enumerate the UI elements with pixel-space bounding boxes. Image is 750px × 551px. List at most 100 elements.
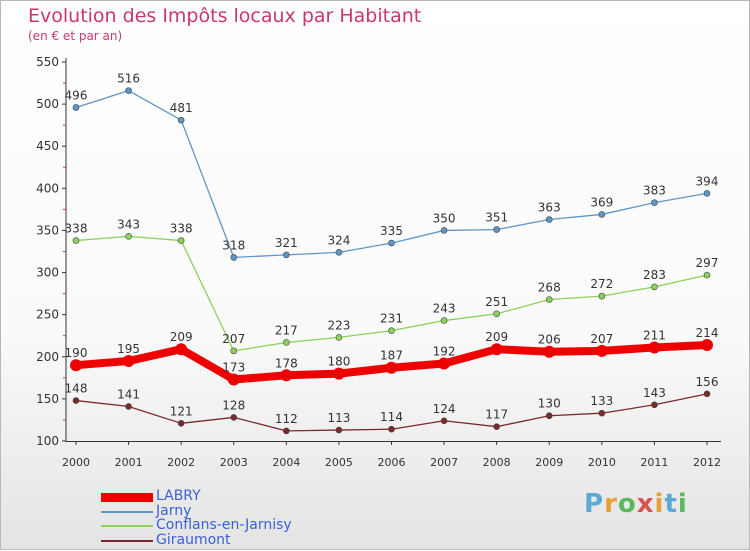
legend-swatch xyxy=(101,492,153,502)
data-point xyxy=(703,271,711,279)
data-point xyxy=(72,397,80,404)
x-tick-label: 2006 xyxy=(378,456,406,469)
data-point xyxy=(388,327,395,334)
data-point xyxy=(703,390,711,398)
x-tick-label: 2001 xyxy=(115,456,143,469)
data-point xyxy=(385,361,398,374)
y-tick-label: 500 xyxy=(36,97,59,111)
data-label: 206 xyxy=(538,333,561,347)
data-point xyxy=(177,237,185,244)
data-label: 324 xyxy=(327,233,350,247)
x-tick-label: 2000 xyxy=(62,456,90,469)
data-label: 148 xyxy=(65,382,88,396)
data-point xyxy=(227,373,240,386)
data-point xyxy=(543,345,556,358)
data-label: 121 xyxy=(170,404,193,418)
data-label: 130 xyxy=(538,397,561,411)
data-point xyxy=(177,420,185,427)
data-label: 133 xyxy=(590,394,613,408)
x-tick-label: 2010 xyxy=(588,456,616,469)
data-label: 231 xyxy=(380,312,403,326)
data-point xyxy=(493,310,500,318)
data-point xyxy=(283,339,290,346)
legend-label: LABRY xyxy=(156,488,201,504)
data-label: 363 xyxy=(538,200,561,214)
data-point xyxy=(545,412,553,420)
logo-letter: o xyxy=(617,489,637,519)
data-point xyxy=(332,367,345,380)
logo-letter: r xyxy=(604,489,618,519)
data-label: 297 xyxy=(696,256,719,270)
logo-letter: i xyxy=(654,489,665,519)
data-point xyxy=(493,423,500,430)
data-point xyxy=(651,199,658,206)
data-point xyxy=(598,211,606,218)
data-label: 350 xyxy=(433,211,456,225)
data-point xyxy=(72,104,80,111)
data-label: 113 xyxy=(327,411,350,425)
data-label: 369 xyxy=(590,195,613,209)
legend-swatch xyxy=(101,540,153,542)
legend-label: Giraumont xyxy=(156,532,231,548)
data-label: 207 xyxy=(590,332,613,346)
data-label: 207 xyxy=(222,332,245,346)
data-label: 243 xyxy=(433,302,456,316)
data-label: 173 xyxy=(222,361,245,375)
data-label: 351 xyxy=(485,211,508,225)
x-tick-label: 2007 xyxy=(430,456,458,469)
data-point xyxy=(648,341,661,354)
data-point xyxy=(335,334,343,341)
data-point xyxy=(440,227,448,234)
data-point xyxy=(230,347,238,355)
y-tick-label: 250 xyxy=(36,308,59,322)
data-label: 214 xyxy=(696,326,719,340)
x-tick-label: 2009 xyxy=(535,456,563,469)
data-point xyxy=(440,317,448,324)
data-label: 112 xyxy=(275,412,298,426)
data-label: 496 xyxy=(65,88,88,102)
x-tick-label: 2003 xyxy=(220,456,248,469)
data-point xyxy=(283,251,290,259)
logo-letter: P xyxy=(584,489,605,519)
legend-swatch xyxy=(101,525,153,527)
data-point xyxy=(545,296,553,303)
data-label: 192 xyxy=(433,345,456,359)
y-tick-label: 100 xyxy=(36,434,59,448)
data-label: 338 xyxy=(65,222,88,236)
chart-title: Evolution des Impôts locaux par Habitant xyxy=(28,5,422,27)
data-label: 318 xyxy=(222,238,245,252)
data-point xyxy=(70,359,82,372)
proxiti-logo: Proxiti xyxy=(584,489,688,519)
data-point xyxy=(598,292,606,300)
y-tick-label: 300 xyxy=(36,266,59,280)
data-label: 335 xyxy=(380,224,403,238)
data-point xyxy=(490,343,503,356)
data-label: 283 xyxy=(643,268,666,282)
data-point xyxy=(388,425,395,433)
y-tick-label: 150 xyxy=(36,392,59,406)
logo-letter: t xyxy=(664,489,678,519)
data-point xyxy=(701,338,713,351)
data-label: 516 xyxy=(117,72,140,86)
y-tick-label: 200 xyxy=(36,350,59,364)
data-label: 124 xyxy=(433,402,456,416)
data-label: 180 xyxy=(327,355,350,369)
data-point xyxy=(230,254,238,261)
x-tick-label: 2008 xyxy=(483,456,511,469)
data-label: 117 xyxy=(485,408,508,422)
data-point xyxy=(283,427,290,435)
logo-letter: x xyxy=(636,489,655,519)
data-point xyxy=(440,417,448,425)
data-label: 209 xyxy=(485,330,508,344)
data-point xyxy=(175,343,188,356)
data-label: 383 xyxy=(643,184,666,198)
y-tick-label: 350 xyxy=(36,223,59,237)
data-point xyxy=(438,357,451,370)
x-tick-label: 2002 xyxy=(167,456,195,469)
data-label: 343 xyxy=(117,217,140,231)
data-point xyxy=(651,401,658,409)
data-label: 114 xyxy=(380,410,403,424)
data-point xyxy=(125,87,132,94)
